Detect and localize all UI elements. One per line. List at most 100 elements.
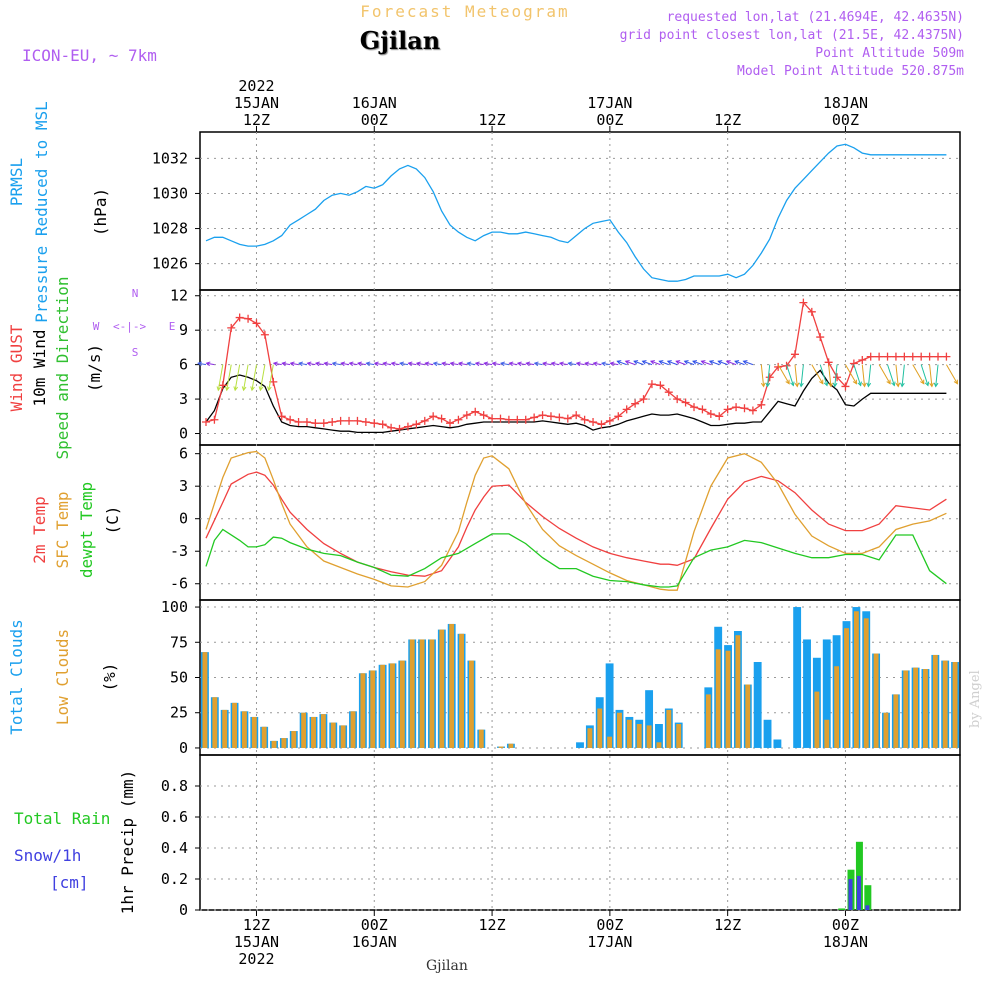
- low-cloud-bar: [390, 663, 395, 748]
- total-cloud-bar: [822, 639, 831, 748]
- wind-direction-arrow: [324, 362, 333, 366]
- pressure-unit: (hPa): [91, 188, 110, 236]
- total-clouds-ylabel: Total Clouds: [7, 619, 26, 735]
- wind-direction-arrow: [408, 362, 417, 366]
- wind-gust-marker: [319, 419, 328, 428]
- wind-direction-arrowhead: [258, 386, 264, 392]
- precip-frame: [199, 754, 961, 911]
- wind-direction-arrowhead: [241, 386, 247, 392]
- wind-direction-arrowhead: [216, 386, 222, 392]
- wind-direction-arrow: [226, 364, 232, 391]
- wind-direction-arrowhead: [233, 386, 239, 392]
- wind-direction-arrow: [625, 360, 636, 366]
- low-cloud-bar: [656, 742, 662, 748]
- wind-direction-arrow: [332, 362, 341, 366]
- low-cloud-bar: [508, 743, 514, 748]
- wind-direction-arrow: [800, 364, 804, 387]
- wind-direction-arrowhead: [567, 361, 573, 367]
- wind-direction-arrowhead: [584, 361, 590, 367]
- low-cloud-bar: [320, 714, 326, 748]
- pressure-frame: [199, 131, 961, 291]
- wind-direction-arrowhead: [373, 361, 379, 367]
- wind-gust-marker: [908, 352, 917, 361]
- wind-direction-arrowhead: [765, 382, 771, 388]
- dewpt-ylabel: dewpt Temp: [77, 482, 96, 578]
- wind-direction-arrowhead: [323, 361, 329, 367]
- wind-gust-marker: [698, 405, 707, 414]
- wind-direction-arrow: [442, 362, 451, 366]
- low-cloud-bar: [251, 716, 257, 748]
- low-cloud-bar: [281, 738, 287, 748]
- low-cloud-bar: [261, 726, 267, 748]
- wind-direction-arrowhead: [432, 361, 438, 367]
- wind-gust-marker: [302, 418, 311, 427]
- low-cloud-bar: [468, 660, 474, 748]
- wind-10m-ylabel: 10m Wind: [30, 329, 49, 406]
- wind-direction-arrowhead: [717, 360, 723, 365]
- low-cloud-bar: [952, 662, 958, 748]
- low-cloud-bar: [202, 652, 208, 748]
- low-clouds-ylabel: Low Clouds: [53, 629, 72, 725]
- wind-direction-arrow: [585, 362, 594, 366]
- wind-unit: (m/s): [85, 344, 104, 392]
- wind-direction-arrowhead: [861, 382, 867, 388]
- low-cloud-bar: [301, 712, 307, 748]
- wind-direction-arrowhead: [491, 361, 497, 367]
- wind-gust-marker: [521, 415, 530, 424]
- wind-gust-marker: [934, 352, 943, 361]
- low-cloud-bar: [725, 650, 731, 748]
- wind-direction-arrowhead: [675, 360, 681, 365]
- wind-gust-marker: [479, 411, 488, 420]
- model-altitude: Model Point Altitude 520.875m: [737, 64, 964, 79]
- pressure-ytick-label: 1028: [152, 220, 188, 238]
- pressure-ytick-label: 1026: [152, 255, 188, 273]
- wind-direction-arrow: [467, 362, 476, 366]
- bottom-time-label: 12Z: [479, 916, 506, 934]
- wind-direction-arrowhead: [823, 381, 829, 387]
- wind-gust-marker: [757, 400, 766, 409]
- low-cloud-bar: [883, 712, 889, 748]
- low-cloud-bar: [932, 654, 938, 748]
- wind-direction-arrowhead: [725, 360, 731, 365]
- wind-gust-marker: [429, 412, 438, 421]
- total-cloud-bar: [605, 663, 614, 748]
- wind-direction-arrow: [861, 364, 866, 387]
- wind-direction-arrow: [593, 362, 602, 366]
- wind-gust-marker: [328, 418, 337, 427]
- total-cloud-bar: [793, 607, 802, 748]
- wind-direction-arrow: [878, 364, 891, 384]
- wind-gust-marker: [277, 412, 286, 421]
- top-time-label: 12Z: [714, 111, 741, 129]
- wind-direction-arrowhead: [683, 360, 689, 365]
- compass-letter: N: [132, 287, 139, 300]
- wind-direction-arrow: [243, 364, 249, 391]
- wind-direction-arrow: [341, 362, 350, 366]
- t2m-ylabel: 2m Temp: [30, 496, 49, 563]
- wind-gust-marker: [488, 414, 497, 423]
- wind-gust-marker: [437, 414, 446, 423]
- wind-direction-arrow: [500, 362, 509, 366]
- wind-gust-marker: [260, 330, 269, 339]
- wind-gust-marker: [395, 424, 404, 433]
- clouds-ytick-label: 100: [161, 598, 188, 616]
- wind-direction-arrowhead: [633, 360, 639, 365]
- wind-gust-marker: [504, 415, 513, 424]
- wind-direction-arrow: [217, 364, 224, 391]
- wind-gust-marker: [378, 420, 387, 429]
- wind-direction-arrowhead: [799, 382, 804, 388]
- wind-ytick-label: 9: [179, 321, 188, 339]
- low-cloud-bar: [478, 729, 484, 748]
- total-cloud-bar: [803, 639, 811, 748]
- wind-direction-arrowhead: [616, 360, 622, 365]
- compass-letter: W: [93, 320, 100, 333]
- wind-direction-arrowhead: [666, 360, 672, 365]
- wind-gust-marker: [580, 415, 589, 424]
- wind-direction-arrowhead: [298, 361, 304, 367]
- wind-gust-marker: [841, 382, 850, 391]
- wind-direction-arrowhead: [592, 361, 598, 367]
- wind-direction-arrow: [617, 360, 627, 366]
- wind-gust-marker: [462, 411, 471, 420]
- wind-direction-arrow: [895, 364, 899, 387]
- wind-direction-arrowhead: [929, 382, 934, 388]
- wind-direction-arrow: [299, 362, 308, 366]
